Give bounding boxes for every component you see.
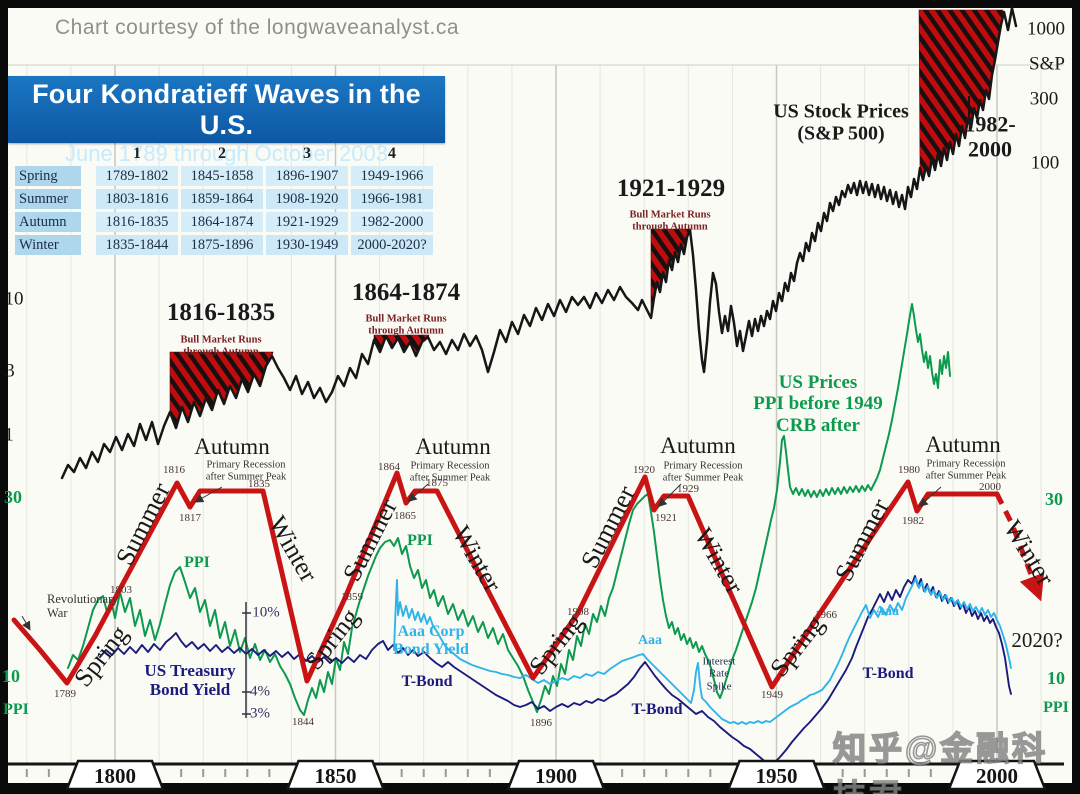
x-tick-label-1850: 1850 (315, 764, 357, 788)
x-tick-box-1900 (506, 759, 606, 791)
recession-arrow-3 (657, 483, 682, 508)
table-cell: 2000-2020? (351, 235, 433, 255)
table-cell: 1835-1844 (96, 235, 178, 255)
x-tick-label-2000: 2000 (976, 764, 1018, 788)
wave-col-4: 4 (388, 144, 396, 162)
table-cell: 1859-1864 (181, 189, 263, 209)
table-row-winter: Winter 1835-1844 1875-1896 1930-1949 200… (15, 235, 433, 255)
table-cell: 1949-1966 (351, 166, 433, 186)
recession-arrow-1 (194, 486, 223, 503)
table-cell: 1982-2000 (351, 212, 433, 232)
table-cell: 1966-1981 (351, 189, 433, 209)
recession-arrow-4 (918, 486, 942, 508)
x-tick-box-1850 (285, 759, 386, 791)
series-green-ppi-crb (67, 303, 951, 716)
table-row-spring: Spring 1789-1802 1845-1858 1896-1907 194… (15, 166, 433, 186)
table-cell: 1930-1949 (266, 235, 348, 255)
series-sp500-black (60, 6, 1018, 480)
chart-title: Four Kondratieff Waves in the U.S. (32, 79, 421, 140)
wave-table-corner (15, 144, 93, 163)
table-cell: 1864-1874 (181, 212, 263, 232)
bull-market-run-1921-1929 (650, 228, 691, 319)
recession-arrow-2 (407, 483, 429, 502)
table-cell: 1845-1858 (181, 166, 263, 186)
row-label-winter: Winter (15, 235, 93, 255)
table-cell: 1789-1802 (96, 166, 178, 186)
table-cell: 1803-1816 (96, 189, 178, 209)
series-tbond-navy (99, 575, 1012, 765)
table-cell: 1875-1896 (181, 235, 263, 255)
series-kondratieff-red (11, 470, 1000, 690)
table-cell: 1896-1907 (266, 166, 348, 186)
table-cell: 1921-1929 (266, 212, 348, 232)
table-row-autumn: Autumn 1816-1835 1864-1874 1921-1929 198… (15, 212, 433, 232)
x-tick-box-1950 (726, 759, 827, 791)
table-cell: 1908-1920 (266, 189, 348, 209)
series-aaa-cyan (393, 577, 1012, 725)
watermark: 知乎@金融科技君 (832, 729, 1049, 794)
series-kondratieff-red-projection-arrow (994, 492, 1045, 602)
row-label-spring: Spring (15, 166, 93, 186)
chart-title-box: Four Kondratieff Waves in the U.S. June … (8, 76, 445, 166)
row-label-summer: Summer (15, 189, 93, 209)
revolutionary-war-arrow (21, 615, 31, 631)
x-tick-label-1950: 1950 (756, 764, 798, 788)
wave-table-header-row: 1 2 3 4 (15, 144, 433, 163)
wave-col-2: 2 (218, 144, 226, 162)
table-row-summer: Summer 1803-1816 1859-1864 1908-1920 196… (15, 189, 433, 209)
x-tick-box-2000 (947, 759, 1047, 791)
wave-table: 1 2 3 4 Spring 1789-1802 1845-1858 1896-… (12, 141, 436, 258)
table-cell: 1816-1835 (96, 212, 178, 232)
wave-col-1: 1 (133, 144, 141, 162)
row-label-autumn: Autumn (15, 212, 93, 232)
x-tick-box-1800 (65, 759, 165, 791)
wave-col-3: 3 (303, 144, 311, 162)
courtesy-text: Chart courtesy of the longwaveanalyst.ca (55, 16, 460, 39)
x-tick-label-1800: 1800 (94, 764, 136, 788)
x-tick-label-1900: 1900 (535, 764, 577, 788)
chart-subtitle: June 1789 through October 2003 (65, 141, 388, 166)
